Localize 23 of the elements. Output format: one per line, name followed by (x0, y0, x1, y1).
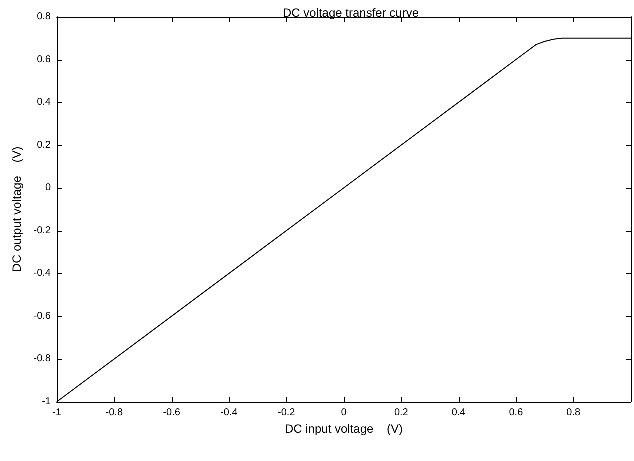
x-tick-label: 0.4 (452, 408, 466, 418)
y-tick-label: 0.6 (37, 54, 52, 66)
y-tick-label: -1 (42, 396, 52, 408)
y-tick-label: -0.4 (34, 268, 52, 280)
y-axis-title: DC output voltage (V) (10, 146, 24, 272)
x-tick-label: -0.8 (106, 408, 124, 418)
x-tick-label: -0.6 (163, 408, 181, 418)
y-tick-label: 0.2 (37, 140, 52, 151)
y-tick-label: 0 (45, 182, 52, 194)
y-tick-label: -0.2 (34, 225, 52, 236)
x-axis-title: DC input voltage (V) (284, 422, 404, 436)
y-tick-label: 0.8 (37, 12, 52, 22)
x-tick-label: 0 (341, 408, 348, 418)
y-tick-label: 0.4 (37, 97, 52, 108)
x-tick-label: 0.6 (509, 408, 524, 418)
x-tick-label: -1 (52, 408, 62, 418)
x-tick-label: -0.4 (220, 408, 238, 418)
x-tick-label: -0.2 (278, 408, 296, 418)
x-tick-label: 0.2 (394, 408, 409, 418)
chart-title: DC voltage transfer curve (282, 6, 420, 20)
y-tick-label: -0.8 (34, 354, 52, 365)
x-tick-label: 0.8 (566, 408, 581, 418)
y-tick-label: -0.6 (34, 310, 52, 322)
